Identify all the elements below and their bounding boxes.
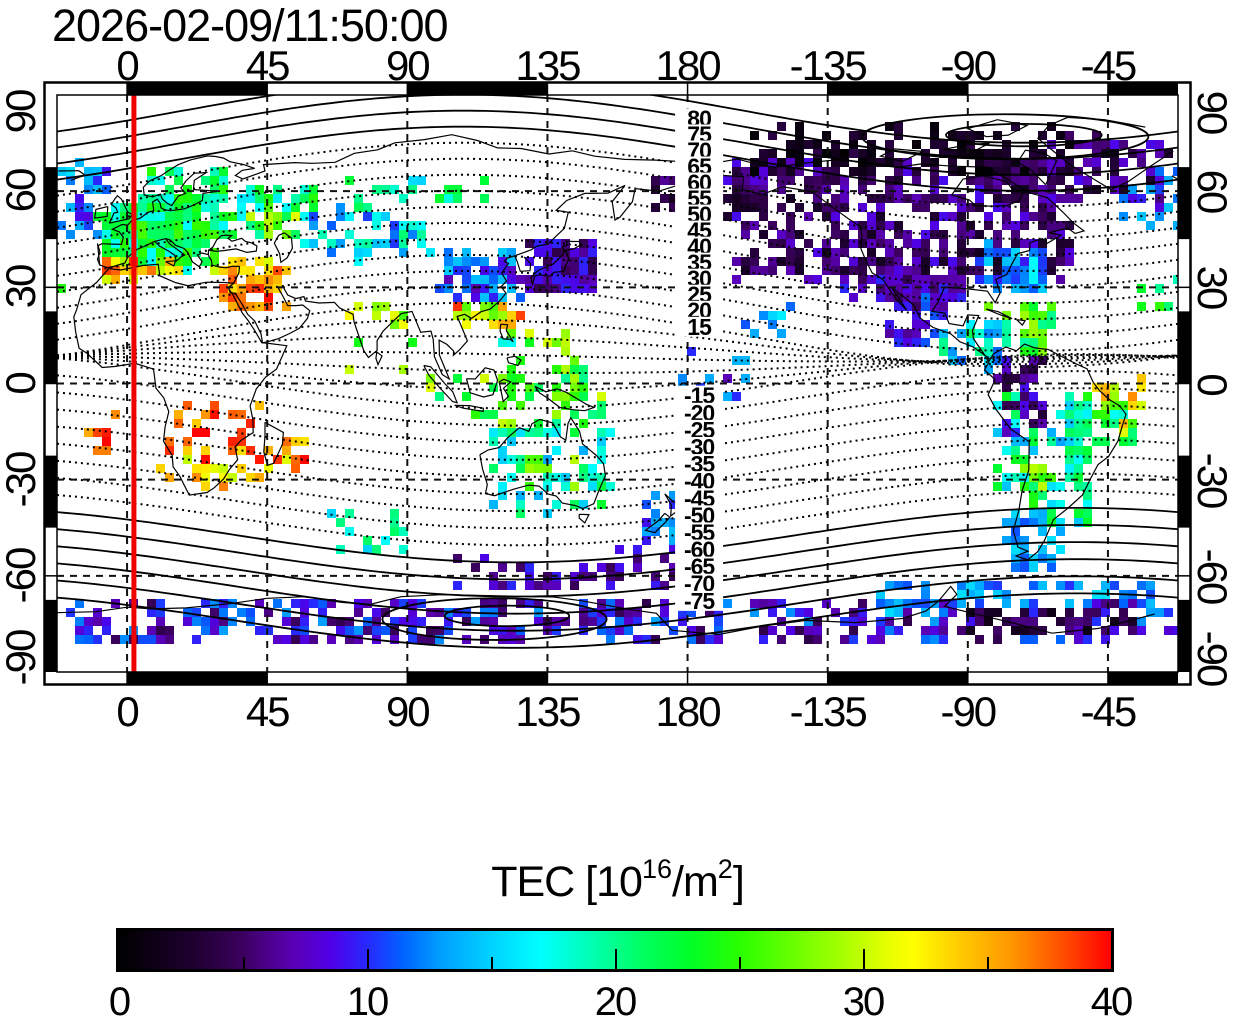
svg-text:15: 15 bbox=[687, 314, 712, 340]
plot-title: 2026-02-09/11:50:00 bbox=[52, 0, 449, 51]
colorbar-label-10: 10 bbox=[346, 980, 389, 1021]
x-tick-top--90: -90 bbox=[940, 42, 997, 89]
svg-text:-75: -75 bbox=[684, 588, 715, 614]
x-tick-top-180: 180 bbox=[655, 42, 722, 89]
world-tec-map: 8075706560555045403530252015-15-20-25-30… bbox=[43, 81, 1192, 686]
colorbar bbox=[116, 928, 1114, 972]
x-tick-bottom-45: 45 bbox=[245, 688, 291, 735]
colorbar-tick-15 bbox=[491, 957, 493, 969]
x-tick-bottom-135: 135 bbox=[515, 688, 581, 735]
colorbar-tick-5 bbox=[243, 957, 245, 969]
x-tick-bottom-180: 180 bbox=[655, 688, 722, 735]
colorbar-title-main: TEC [10 bbox=[491, 858, 643, 906]
colorbar-label-20: 20 bbox=[594, 980, 637, 1021]
x-tick-bottom-0: 0 bbox=[116, 688, 139, 735]
dip-latitude-contours bbox=[57, 95, 1178, 649]
x-tick-top-0: 0 bbox=[116, 42, 139, 89]
x-tick-top--45: -45 bbox=[1080, 42, 1138, 89]
colorbar-title-exponent2: 2 bbox=[717, 854, 733, 884]
colorbar-tick-35 bbox=[987, 957, 989, 969]
map-frame bbox=[43, 81, 1192, 686]
x-tick-top--135: -135 bbox=[789, 42, 868, 89]
colorbar-label-40: 40 bbox=[1090, 980, 1133, 1021]
x-tick-top-135: 135 bbox=[515, 42, 581, 89]
x-tick-top-45: 45 bbox=[245, 42, 291, 89]
colorbar-title-per: /m bbox=[672, 858, 719, 906]
colorbar-tick-25 bbox=[739, 957, 741, 969]
x-tick-bottom--90: -90 bbox=[940, 688, 997, 735]
colorbar-title-exponent: 16 bbox=[641, 854, 672, 884]
colorbar-tick-30 bbox=[863, 949, 865, 969]
colorbar-gradient bbox=[119, 931, 1111, 969]
colorbar-tick-20 bbox=[615, 949, 617, 969]
contour-labels: 8075706560555045403530252015-15-20-25-30… bbox=[675, 105, 724, 614]
colorbar-label-0: 0 bbox=[108, 980, 131, 1021]
colorbar-title: TEC [1016/m2] bbox=[0, 854, 1235, 907]
colorbar-label-30: 30 bbox=[842, 980, 885, 1021]
x-tick-bottom-90: 90 bbox=[385, 688, 431, 735]
colorbar-title-close: ] bbox=[732, 858, 745, 906]
x-tick-top-90: 90 bbox=[385, 42, 431, 89]
x-tick-bottom--135: -135 bbox=[789, 688, 868, 735]
x-tick-bottom--45: -45 bbox=[1080, 688, 1138, 735]
colorbar-tick-10 bbox=[367, 949, 369, 969]
